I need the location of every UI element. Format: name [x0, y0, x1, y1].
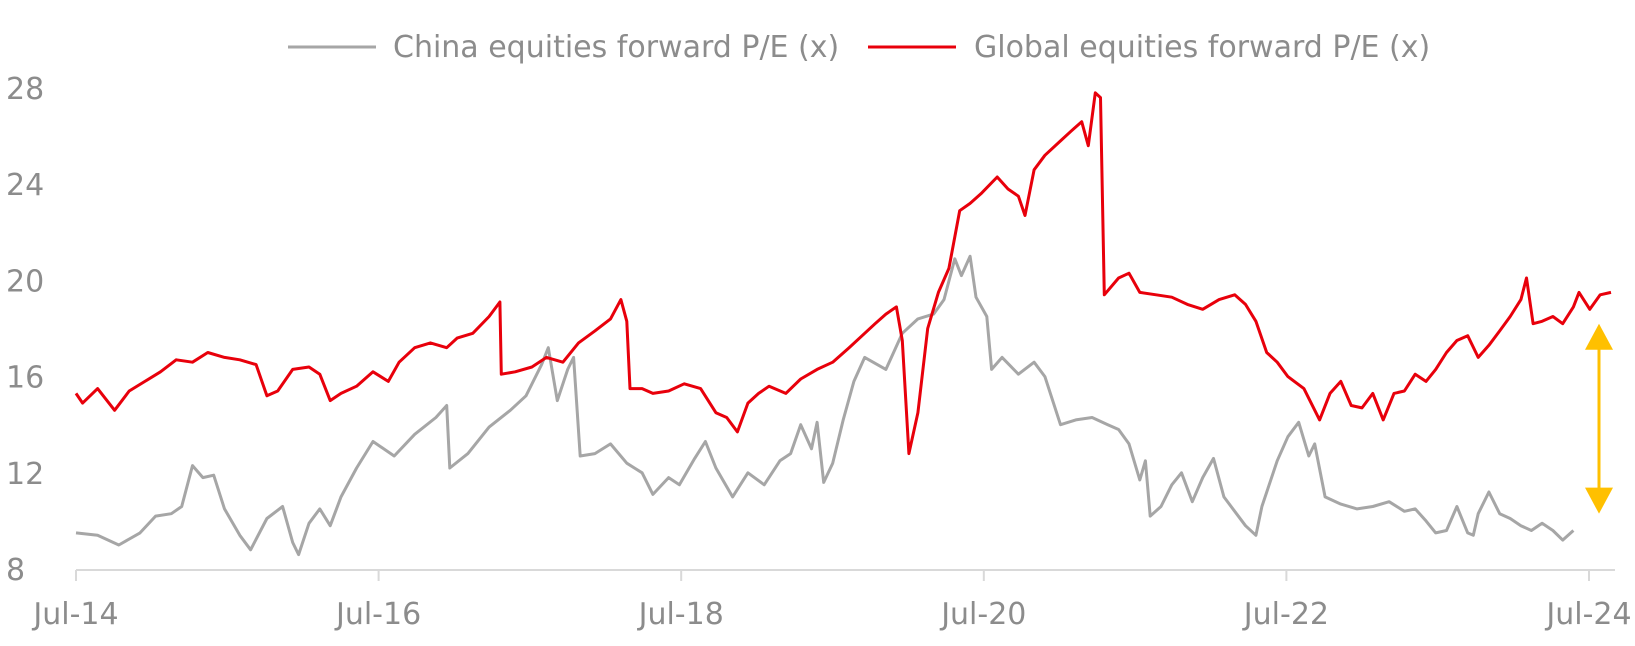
legend-label-global: Global equities forward P/E (x)	[974, 30, 1430, 65]
gap-arrow-head-down	[1585, 487, 1613, 514]
y-axis: 8 12 16 20 24 28	[6, 72, 44, 588]
global-pe-line	[74, 91, 1612, 456]
y-tick-label: 12	[6, 457, 44, 492]
x-tick-label: Jul-14	[31, 597, 118, 632]
legend: China equities forward P/E (x) Global equ…	[288, 30, 1430, 65]
annotation-layer	[1585, 323, 1613, 514]
y-tick-label: 8	[6, 553, 25, 588]
china-pe-line	[75, 254, 1575, 557]
x-tick-label: Jul-16	[334, 597, 421, 632]
x-tick-label: Jul-20	[939, 597, 1026, 632]
series-layer	[74, 91, 1612, 557]
y-tick-label: 28	[6, 72, 44, 107]
x-axis: Jul-14 Jul-16 Jul-18 Jul-20 Jul-22 Jul-24	[31, 569, 1632, 632]
x-tick-label: Jul-22	[1242, 597, 1329, 632]
x-tick-label: Jul-24	[1544, 597, 1631, 632]
y-tick-label: 24	[6, 168, 44, 203]
x-tick-label: Jul-18	[637, 597, 724, 632]
y-tick-label: 16	[6, 361, 44, 396]
legend-label-china: China equities forward P/E (x)	[393, 30, 839, 65]
y-tick-label: 20	[6, 264, 44, 299]
gap-arrow-head-up	[1585, 323, 1613, 350]
